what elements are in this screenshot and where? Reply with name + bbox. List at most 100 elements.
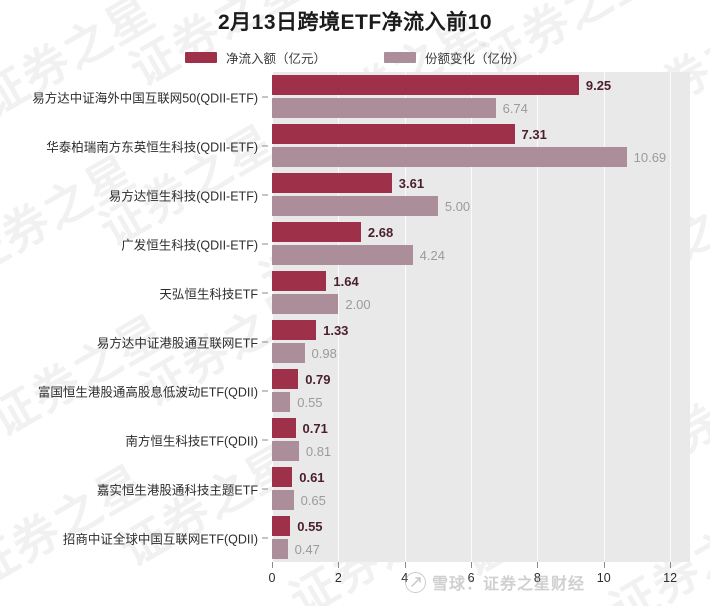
bar-net-inflow[interactable] bbox=[272, 222, 361, 242]
bar-value-label: 2.00 bbox=[345, 296, 371, 312]
bar-value-label: 0.55 bbox=[297, 394, 323, 410]
bar-group: 0.79 0.55 bbox=[272, 366, 690, 415]
y-axis-label-5: 易方达中证港股通互联网ETF bbox=[96, 336, 258, 350]
bar-share-change[interactable] bbox=[272, 294, 339, 314]
gridline-3 bbox=[471, 72, 473, 562]
bar-net-inflow[interactable] bbox=[272, 516, 291, 536]
bar-row[interactable]: 0.61 bbox=[272, 467, 325, 487]
bar-row[interactable]: 0.47 bbox=[272, 539, 320, 559]
gridline-4 bbox=[537, 72, 539, 562]
y-axis-label-9: 招商中证全球中国互联网ETF(QDII) bbox=[62, 532, 258, 546]
gridline-1 bbox=[338, 72, 340, 562]
x-axis-label-3: 6 bbox=[467, 571, 475, 585]
bar-share-change[interactable] bbox=[272, 98, 496, 118]
x-axis-tick-4 bbox=[537, 562, 539, 568]
bar-value-label: 0.61 bbox=[299, 469, 325, 485]
bar-group: 1.33 0.98 bbox=[272, 317, 690, 366]
y-axis-tick-8 bbox=[262, 488, 268, 489]
bar-value-label: 0.65 bbox=[300, 492, 326, 508]
bar-row[interactable]: 9.25 bbox=[272, 75, 611, 95]
bar-group: 2.68 4.24 bbox=[272, 219, 690, 268]
y-axis-tick-1 bbox=[262, 145, 268, 146]
bar-net-inflow[interactable] bbox=[272, 467, 293, 487]
gridline-6 bbox=[670, 72, 672, 562]
bar-share-change[interactable] bbox=[272, 245, 413, 265]
bar-group: 3.61 5.00 bbox=[272, 170, 690, 219]
x-axis-tick-2 bbox=[404, 562, 406, 568]
bar-value-label: 0.98 bbox=[311, 345, 337, 361]
bar-group: 0.71 0.81 bbox=[272, 415, 690, 464]
legend-item-1[interactable]: 份额变化（亿份） bbox=[384, 48, 525, 67]
bar-share-change[interactable] bbox=[272, 147, 627, 167]
x-axis-tick-5 bbox=[603, 562, 605, 568]
bar-row[interactable]: 3.61 bbox=[272, 173, 424, 193]
bar-value-label: 0.55 bbox=[297, 518, 323, 534]
y-axis-label-0: 易方达中证海外中国互联网50(QDII-ETF) bbox=[32, 91, 258, 105]
bar-net-inflow[interactable] bbox=[272, 418, 296, 438]
bar-net-inflow[interactable] bbox=[272, 369, 299, 389]
gridline-0 bbox=[272, 72, 273, 562]
bar-value-label: 0.47 bbox=[294, 541, 320, 557]
x-axis-tick-1 bbox=[338, 562, 340, 568]
bar-row[interactable]: 2.68 bbox=[272, 222, 393, 242]
bar-share-change[interactable] bbox=[272, 490, 294, 510]
y-axis-label-2: 易方达恒生科技(QDII-ETF) bbox=[108, 189, 258, 203]
legend-swatch-icon bbox=[384, 52, 416, 63]
y-axis-label-8: 嘉实恒生港股通科技主题ETF bbox=[96, 483, 258, 497]
gridline-2 bbox=[404, 72, 406, 562]
bar-group: 0.55 0.47 bbox=[272, 513, 690, 562]
bar-group: 0.61 0.65 bbox=[272, 464, 690, 513]
bar-groups: 9.25 6.74 7.31 10.69 3.61 5.00 2.68 4.24 1.64 2.0… bbox=[272, 72, 690, 562]
bar-group: 9.25 6.74 bbox=[272, 72, 690, 121]
bar-share-change[interactable] bbox=[272, 392, 291, 412]
bar-row[interactable]: 0.55 bbox=[272, 392, 323, 412]
bar-share-change[interactable] bbox=[272, 343, 305, 363]
bar-net-inflow[interactable] bbox=[272, 173, 392, 193]
bar-value-label: 6.74 bbox=[502, 100, 528, 116]
x-axis-label-1: 2 bbox=[334, 571, 342, 585]
legend-swatch-icon bbox=[184, 52, 217, 63]
bar-share-change[interactable] bbox=[272, 539, 288, 559]
bar-row[interactable]: 0.98 bbox=[272, 343, 337, 363]
y-axis-tick-6 bbox=[262, 390, 268, 391]
x-axis-label-2: 4 bbox=[401, 571, 409, 585]
legend-label: 净流入额（亿元） bbox=[225, 52, 326, 66]
y-axis-tick-9 bbox=[262, 537, 268, 538]
bar-row[interactable]: 4.24 bbox=[272, 245, 445, 265]
bar-row[interactable]: 10.69 bbox=[272, 147, 666, 167]
bar-value-label: 5.00 bbox=[444, 198, 471, 214]
bar-group: 7.31 10.69 bbox=[272, 121, 690, 170]
x-axis-label-5: 10 bbox=[596, 571, 611, 585]
x-axis-tick-3 bbox=[471, 562, 473, 568]
legend-label: 份额变化（亿份） bbox=[425, 52, 526, 66]
bar-net-inflow[interactable] bbox=[272, 320, 317, 340]
y-axis-label-6: 富国恒生港股通高股息低波动ETF(QDII) bbox=[37, 385, 258, 399]
y-axis-label-4: 天弘恒生科技ETF bbox=[159, 287, 258, 301]
bar-net-inflow[interactable] bbox=[272, 271, 327, 291]
bar-share-change[interactable] bbox=[272, 196, 438, 216]
bar-net-inflow[interactable] bbox=[272, 75, 579, 95]
chart-title: 2月13日跨境ETF净流入前10 bbox=[217, 11, 493, 34]
bar-row[interactable]: 5.00 bbox=[272, 196, 470, 216]
bar-value-label: 3.61 bbox=[398, 175, 425, 191]
bar-row[interactable]: 0.65 bbox=[272, 490, 326, 510]
bar-row[interactable]: 6.74 bbox=[272, 98, 528, 118]
bar-row[interactable]: 2.00 bbox=[272, 294, 371, 314]
bar-row[interactable]: 0.81 bbox=[272, 441, 331, 461]
y-axis-label-3: 广发恒生科技(QDII-ETF) bbox=[121, 238, 258, 252]
bar-row[interactable]: 1.33 bbox=[272, 320, 348, 340]
bar-row[interactable]: 7.31 bbox=[272, 124, 547, 144]
bar-net-inflow[interactable] bbox=[272, 124, 515, 144]
bar-row[interactable]: 1.64 bbox=[272, 271, 359, 291]
bar-share-change[interactable] bbox=[272, 441, 299, 461]
legend-item-0[interactable]: 净流入额（亿元） bbox=[184, 48, 326, 67]
bar-row[interactable]: 0.79 bbox=[272, 369, 331, 389]
bar-value-label: 10.69 bbox=[633, 149, 667, 165]
bar-value-label: 9.25 bbox=[585, 77, 612, 93]
y-axis-tick-7 bbox=[262, 439, 268, 440]
bar-group: 1.64 2.00 bbox=[272, 268, 690, 317]
bar-row[interactable]: 0.55 bbox=[272, 516, 323, 536]
x-axis-label-4: 8 bbox=[533, 571, 541, 585]
bar-value-label: 0.81 bbox=[305, 443, 332, 459]
bar-row[interactable]: 0.71 bbox=[272, 418, 328, 438]
